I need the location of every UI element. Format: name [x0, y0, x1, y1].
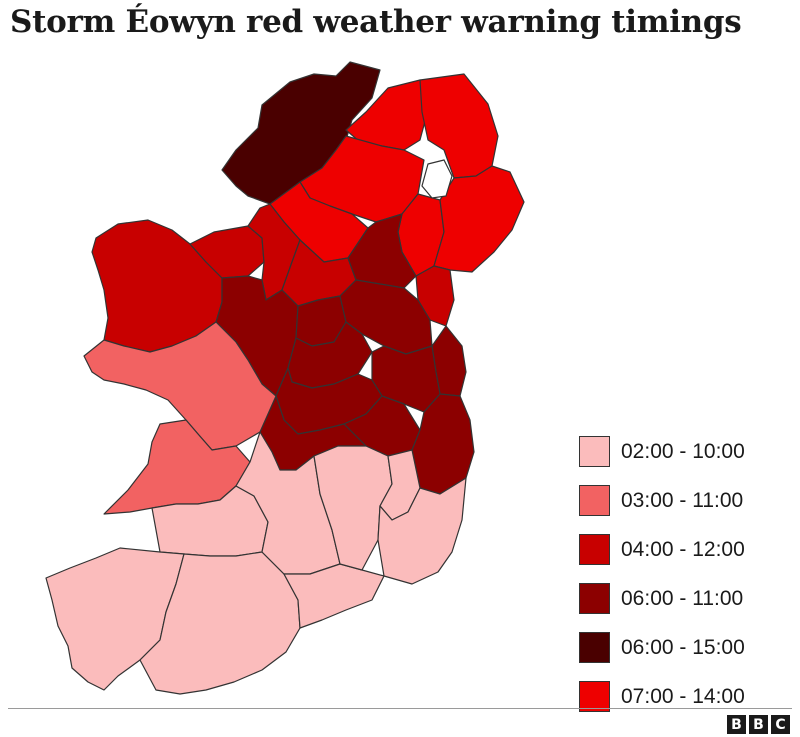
footer-divider: [8, 708, 792, 709]
bbc-logo-block: B: [749, 715, 768, 734]
region-galway: [83, 321, 277, 451]
bbc-logo-block: C: [771, 715, 790, 734]
lough-neagh: [421, 159, 453, 199]
legend-item: 04:00 - 12:00: [579, 525, 745, 574]
region-waterford: [283, 563, 385, 629]
legend-item: 06:00 - 15:00: [579, 623, 745, 672]
region-antrim: [419, 73, 499, 179]
legend-swatch: [579, 583, 610, 614]
legend-item: 02:00 - 10:00: [579, 427, 745, 476]
bbc-logo-block: B: [727, 715, 746, 734]
legend-label: 03:00 - 11:00: [621, 488, 744, 512]
legend-label: 04:00 - 12:00: [621, 537, 745, 561]
legend-swatch: [579, 681, 610, 712]
bbc-logo: B B C: [727, 715, 790, 734]
legend-item: 06:00 - 11:00: [579, 574, 745, 623]
legend-item: 03:00 - 11:00: [579, 476, 745, 525]
legend: 02:00 - 10:00 03:00 - 11:00 04:00 - 12:0…: [579, 427, 745, 721]
region-cork: [139, 551, 301, 695]
region-wexford: [377, 477, 467, 585]
legend-swatch: [579, 485, 610, 516]
legend-swatch: [579, 632, 610, 663]
legend-swatch: [579, 436, 610, 467]
map-title: Storm Éowyn red weather warning timings: [10, 4, 742, 40]
legend-item: 07:00 - 14:00: [579, 672, 745, 721]
legend-label: 06:00 - 15:00: [621, 635, 745, 659]
legend-swatch: [579, 534, 610, 565]
legend-label: 06:00 - 11:00: [621, 586, 744, 610]
legend-label: 07:00 - 14:00: [621, 684, 745, 708]
legend-label: 02:00 - 10:00: [621, 439, 745, 463]
